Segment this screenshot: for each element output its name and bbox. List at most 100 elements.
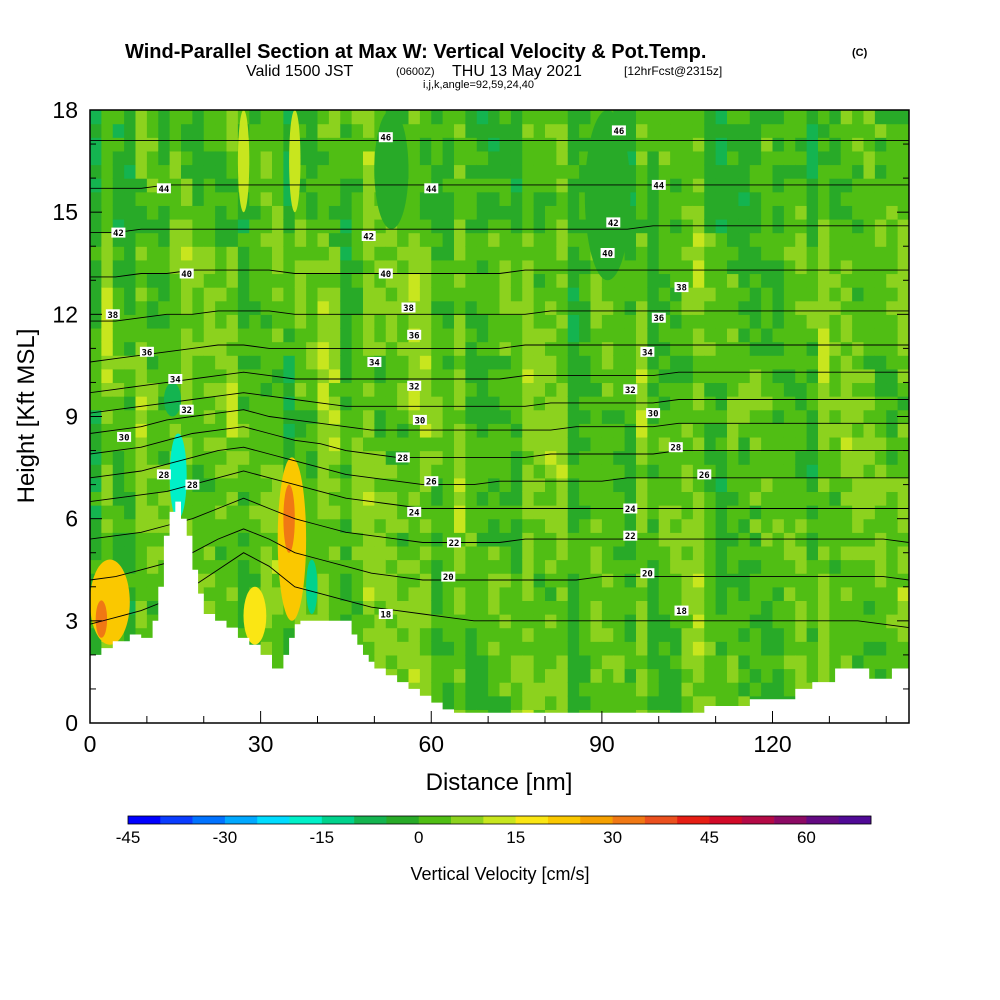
velocity-cell	[749, 382, 762, 397]
velocity-cell	[727, 491, 739, 506]
velocity-cell	[237, 573, 250, 588]
velocity-cell	[476, 123, 489, 138]
velocity-cell	[499, 600, 512, 615]
velocity-cell	[465, 518, 478, 533]
velocity-cell	[806, 150, 819, 166]
velocity-cell	[192, 246, 205, 261]
velocity-cell	[533, 218, 546, 234]
velocity-cell	[306, 436, 319, 452]
velocity-cell	[567, 491, 580, 506]
velocity-cell	[579, 464, 592, 479]
velocity-cell	[499, 327, 512, 343]
velocity-cell	[601, 627, 614, 642]
velocity-cell	[556, 382, 569, 397]
velocity-cell	[829, 273, 842, 288]
velocity-cell	[419, 300, 432, 315]
velocity-cell	[135, 409, 148, 424]
velocity-cell	[237, 436, 250, 452]
velocity-cell	[476, 382, 489, 397]
velocity-cell	[124, 586, 137, 601]
velocity-cell	[192, 491, 205, 506]
isentrope-label: 42	[361, 231, 376, 243]
isentrope-label-box	[646, 408, 661, 419]
velocity-cell	[658, 627, 671, 642]
velocity-cell	[135, 110, 148, 125]
velocity-cell	[90, 327, 102, 343]
velocity-cell	[704, 695, 717, 710]
velocity-cell	[761, 191, 774, 206]
velocity-cell	[306, 382, 319, 397]
velocity-cell	[681, 654, 694, 670]
velocity-cell	[567, 123, 580, 138]
velocity-cell	[692, 505, 705, 520]
isentrope-label: 38	[674, 282, 689, 294]
velocity-cell	[260, 150, 273, 166]
velocity-cell	[112, 218, 125, 234]
velocity-cell	[249, 300, 262, 315]
velocity-cell	[374, 491, 387, 506]
velocity-cell	[454, 586, 466, 601]
velocity-cell	[636, 436, 648, 452]
velocity-cell	[579, 273, 592, 288]
velocity-cell	[556, 232, 569, 247]
velocity-cell	[374, 518, 387, 533]
velocity-cell	[749, 191, 762, 206]
velocity-cell	[840, 505, 853, 520]
velocity-cell	[829, 246, 842, 261]
velocity-cell	[465, 232, 478, 247]
velocity-cell	[601, 668, 614, 683]
velocity-cell	[795, 464, 808, 479]
velocity-cell	[431, 682, 444, 697]
velocity-cell	[237, 586, 250, 601]
velocity-cell	[306, 137, 319, 152]
valid-time-zulu: (0600Z)	[396, 66, 435, 78]
velocity-cell	[158, 355, 171, 370]
velocity-cell	[294, 300, 307, 315]
velocity-cell	[681, 110, 694, 125]
velocity-cell	[863, 123, 876, 138]
velocity-cell	[852, 545, 865, 561]
velocity-cell	[158, 218, 171, 234]
velocity-cell	[727, 368, 739, 384]
velocity-cell	[499, 382, 512, 397]
velocity-cell	[419, 559, 432, 574]
velocity-cell	[226, 423, 239, 438]
velocity-cell	[761, 355, 774, 370]
isentrope-label-text: 38	[107, 311, 118, 321]
velocity-cell	[488, 205, 501, 220]
velocity-cell	[374, 409, 387, 424]
velocity-cell	[852, 477, 865, 493]
velocity-cell	[681, 491, 694, 506]
velocity-cell	[294, 450, 307, 465]
velocity-cell	[146, 477, 159, 493]
velocity-cell	[442, 110, 455, 125]
velocity-cell	[203, 314, 216, 329]
velocity-cell	[465, 532, 478, 547]
velocity-cell	[818, 586, 830, 601]
velocity-cell	[624, 627, 637, 642]
velocity-cell	[692, 287, 705, 302]
velocity-cell	[90, 464, 102, 479]
velocity-cell	[840, 654, 853, 670]
velocity-cell	[727, 341, 739, 356]
velocity-cell	[749, 682, 762, 697]
velocity-cell	[840, 450, 853, 465]
velocity-cell	[488, 273, 501, 288]
velocity-cell	[590, 300, 603, 315]
velocity-cell	[203, 327, 216, 343]
velocity-cell	[852, 164, 865, 179]
velocity-cell	[317, 464, 330, 479]
velocity-cell	[692, 477, 705, 493]
velocity-cell	[408, 150, 421, 166]
velocity-cell	[215, 355, 228, 370]
velocity-cell	[249, 355, 262, 370]
velocity-cell	[215, 396, 228, 411]
velocity-cell	[795, 368, 808, 384]
velocity-cell	[567, 518, 580, 533]
velocity-cell	[272, 259, 284, 275]
velocity-cell	[124, 600, 137, 615]
velocity-cell	[897, 382, 909, 397]
velocity-cell	[169, 300, 182, 315]
velocity-cell	[192, 545, 205, 561]
